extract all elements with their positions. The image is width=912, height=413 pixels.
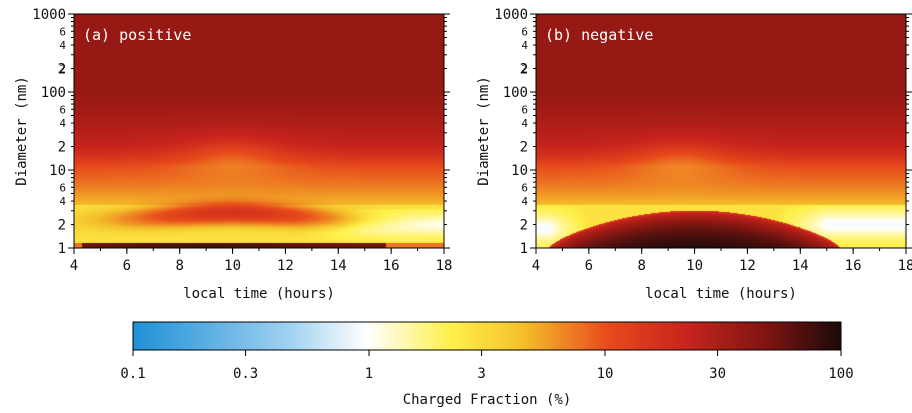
colorbar: 0.1 0.3 1 3 10 30 100 Charged Fraction (%) [120, 321, 854, 408]
y-minor-tick-label: 2 [520, 140, 528, 156]
panel-b: (b) negative 4 6 8 10 12 14 16 1812101001000464… [476, 7, 912, 302]
y-minor-tick-label: 6 [521, 181, 528, 194]
x-tick-label: 4 [70, 258, 78, 274]
y-minor-tick-label: 4 [59, 39, 66, 52]
y-tick-label: 1000 [32, 7, 66, 23]
colorbar-tick-label: 30 [709, 366, 726, 382]
y-minor-tick-label: 2 [58, 140, 66, 156]
x-tick-label: 10 [686, 258, 703, 274]
x-tick-label: 4 [532, 258, 540, 274]
x-tick-label: 8 [175, 258, 183, 274]
y-tick-label: 1 [520, 241, 528, 257]
y-tick-label: 2 [520, 218, 528, 234]
y-minor-tick-label: 2 [520, 62, 528, 78]
x-tick-label: 18 [898, 258, 912, 274]
y-minor-tick-label: 4 [521, 39, 528, 52]
colorbar-tick-label: 0.1 [120, 366, 145, 382]
y-minor-tick-label: 6 [521, 25, 528, 38]
colorbar-label: Charged Fraction (%) [403, 392, 572, 408]
x-tick-label: 12 [739, 258, 756, 274]
colorbar-tick-label: 0.3 [233, 366, 258, 382]
y-axis-label-a: Diameter (nm) [14, 76, 30, 186]
x-tick-label: 16 [845, 258, 862, 274]
y-tick-label: 100 [503, 85, 528, 101]
x-tick-label: 6 [585, 258, 593, 274]
y-minor-tick-label: 6 [59, 103, 66, 116]
x-tick-label: 6 [123, 258, 131, 274]
y-tick-label: 1000 [494, 7, 528, 23]
panel-label-b: (b) negative [545, 26, 653, 44]
panel-label-a: (a) positive [83, 26, 191, 44]
colorbar-tick-label: 10 [597, 366, 614, 382]
x-tick-label: 10 [224, 258, 241, 274]
y-minor-tick-label: 4 [59, 195, 66, 208]
y-minor-tick-label: 4 [521, 117, 528, 130]
heatmap-b [536, 14, 906, 248]
x-axis-label-b: local time (hours) [645, 286, 797, 302]
x-tick-label: 8 [637, 258, 645, 274]
colorbar-tick-label: 3 [477, 366, 485, 382]
colorbar-tick-label: 100 [828, 366, 853, 382]
y-minor-tick-label: 2 [58, 62, 66, 78]
y-tick-label: 2 [58, 218, 66, 234]
x-axis-label-a: local time (hours) [183, 286, 335, 302]
x-tick-label: 18 [436, 258, 453, 274]
colorbar-tick-label: 1 [365, 366, 373, 382]
y-minor-tick-label: 6 [59, 181, 66, 194]
x-tick-label: 16 [383, 258, 400, 274]
panel-a: (a) positive 4 6 8 10 12 14 16 1812101001000464… [14, 7, 452, 302]
y-tick-label: 10 [511, 163, 528, 179]
heatmap-a [74, 14, 444, 248]
y-minor-tick-label: 2 [521, 63, 528, 76]
x-tick-label: 14 [792, 258, 809, 274]
y-tick-label: 1 [58, 241, 66, 257]
y-minor-tick-label: 6 [521, 103, 528, 116]
y-minor-tick-label: 2 [59, 63, 66, 76]
y-minor-tick-label: 6 [59, 25, 66, 38]
x-tick-label: 14 [330, 258, 347, 274]
y-tick-label: 10 [49, 163, 66, 179]
colorbar-gradient [132, 321, 842, 351]
y-minor-tick-label: 4 [521, 195, 528, 208]
y-tick-label: 100 [41, 85, 66, 101]
y-minor-tick-label: 4 [59, 117, 66, 130]
colorbar-ticks: 0.1 0.3 1 3 10 30 100 [120, 350, 854, 382]
x-tick-label: 12 [277, 258, 294, 274]
y-axis-label-b: Diameter (nm) [476, 76, 492, 186]
